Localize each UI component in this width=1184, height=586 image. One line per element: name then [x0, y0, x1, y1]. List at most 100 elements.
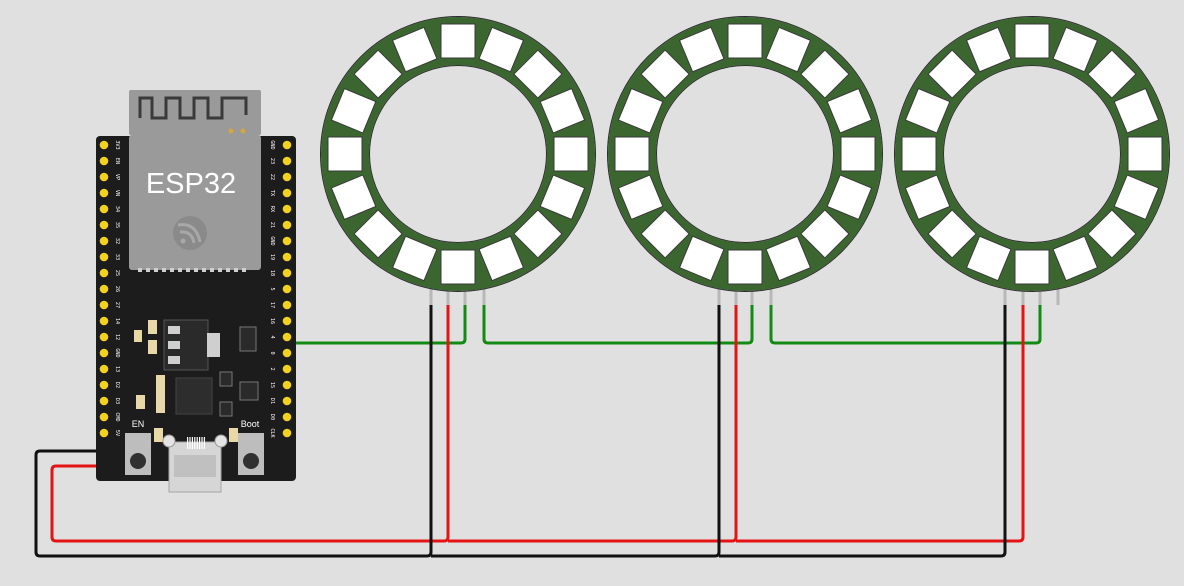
pin-pad[interactable]: [282, 172, 292, 182]
led-pixel: [826, 174, 873, 221]
led-pixel: [1052, 235, 1099, 282]
pin-pad[interactable]: [282, 204, 292, 214]
castellation-pad: [162, 268, 166, 272]
pin-pad[interactable]: [99, 284, 109, 294]
led-ring-1[interactable]: [320, 16, 596, 306]
power-wire[interactable]: [50, 305, 1025, 543]
smd-component: [156, 375, 165, 413]
boot-button[interactable]: [238, 433, 264, 475]
smd-component: [154, 428, 163, 442]
castellation-pad: [170, 268, 174, 272]
led-pixel: [1014, 23, 1050, 59]
left-pin-header: 3V3 EN VP VN 34 35 32 33 25 26 27 14 12 GND 13 D2 D3 CMD 5…: [99, 140, 120, 438]
pin-pad[interactable]: [99, 364, 109, 374]
usb-tooth: [196, 437, 198, 449]
ground-wire[interactable]: [34, 305, 1007, 558]
pin-label: D0: [269, 414, 275, 420]
pin-pad[interactable]: [282, 364, 292, 374]
pin-label: TX: [269, 190, 275, 197]
pin-pad[interactable]: [99, 172, 109, 182]
data-wire[interactable]: [287, 305, 1042, 345]
castellation-pad: [146, 268, 150, 272]
pin-pad[interactable]: [99, 428, 109, 438]
led-pixel: [800, 209, 850, 259]
pin-pad[interactable]: [99, 156, 109, 166]
usb-tooth: [203, 437, 205, 449]
pin-pad[interactable]: [282, 236, 292, 246]
pin-label: 32: [114, 238, 120, 244]
pin-pad[interactable]: [99, 204, 109, 214]
boot-label: Boot: [241, 419, 260, 429]
smd-component: [229, 428, 238, 442]
pin-label: 12: [114, 334, 120, 340]
pin-pad[interactable]: [282, 348, 292, 358]
usb-tooth: [199, 437, 201, 449]
pin-pad[interactable]: [99, 396, 109, 406]
pin-pad[interactable]: [282, 252, 292, 262]
ring-outline: [320, 16, 596, 292]
pin-pad[interactable]: [99, 236, 109, 246]
led-pixel: [727, 23, 763, 59]
led-pixel: [617, 174, 664, 221]
board-title: ESP32: [146, 168, 236, 200]
led-pixel: [640, 49, 690, 99]
wires: [34, 305, 1042, 558]
led-ring-3[interactable]: [894, 16, 1170, 306]
pin-label: 2: [269, 367, 275, 370]
usb-port[interactable]: [162, 434, 228, 493]
pin-pad[interactable]: [99, 252, 109, 262]
pin-pad[interactable]: [99, 188, 109, 198]
pin-label: 21: [269, 222, 275, 228]
pin-pad[interactable]: [99, 332, 109, 342]
pin-pad[interactable]: [282, 300, 292, 310]
pin-pad[interactable]: [99, 348, 109, 358]
en-button[interactable]: [125, 433, 151, 475]
led-pixel: [901, 136, 937, 172]
pin-label: CLK: [269, 428, 275, 438]
pin-pad[interactable]: [282, 284, 292, 294]
led-pixel: [678, 235, 725, 282]
pin-pad[interactable]: [282, 220, 292, 230]
pin-pad[interactable]: [99, 380, 109, 390]
pin-pad[interactable]: [282, 156, 292, 166]
led-pixel: [1052, 26, 1099, 73]
ring-outline: [894, 16, 1170, 292]
led-ring-2[interactable]: [607, 16, 883, 306]
antenna-trace: [138, 96, 248, 120]
led-pixel: [965, 235, 1012, 282]
pin-pad[interactable]: [282, 140, 292, 150]
pin-pad[interactable]: [282, 332, 292, 342]
pin-pad[interactable]: [99, 268, 109, 278]
pin-pad[interactable]: [99, 140, 109, 150]
pin-pad[interactable]: [282, 380, 292, 390]
pin-label: 18: [269, 270, 275, 276]
pin-pad[interactable]: [282, 412, 292, 422]
ring-outline: [607, 16, 883, 292]
pin-pad[interactable]: [282, 396, 292, 406]
esp32-board[interactable]: ESP32 EN: [96, 90, 296, 493]
pin-pad[interactable]: [99, 412, 109, 422]
pin-pad[interactable]: [99, 300, 109, 310]
led-pixel: [1113, 87, 1160, 134]
pin-label: 19: [269, 254, 275, 260]
led-pixel: [330, 174, 377, 221]
pin-pad[interactable]: [99, 316, 109, 326]
led-pixel: [440, 23, 476, 59]
led-pixel: [330, 87, 377, 134]
castellation-pad: [178, 268, 182, 272]
pin-pad[interactable]: [282, 428, 292, 438]
castellation-pad: [138, 268, 142, 272]
pin-pad[interactable]: [282, 316, 292, 326]
pin-label: 27: [114, 302, 120, 308]
led-pixel: [1127, 136, 1163, 172]
pin-pad[interactable]: [99, 220, 109, 230]
pin-label: D2: [114, 382, 120, 388]
pin-pad[interactable]: [282, 188, 292, 198]
pin-pad[interactable]: [282, 268, 292, 278]
regulator-pin: [168, 356, 180, 364]
pin-label: 22: [269, 174, 275, 180]
smd-component: [148, 320, 157, 334]
led-pixel: [800, 49, 850, 99]
pin-label: RX: [269, 206, 275, 213]
